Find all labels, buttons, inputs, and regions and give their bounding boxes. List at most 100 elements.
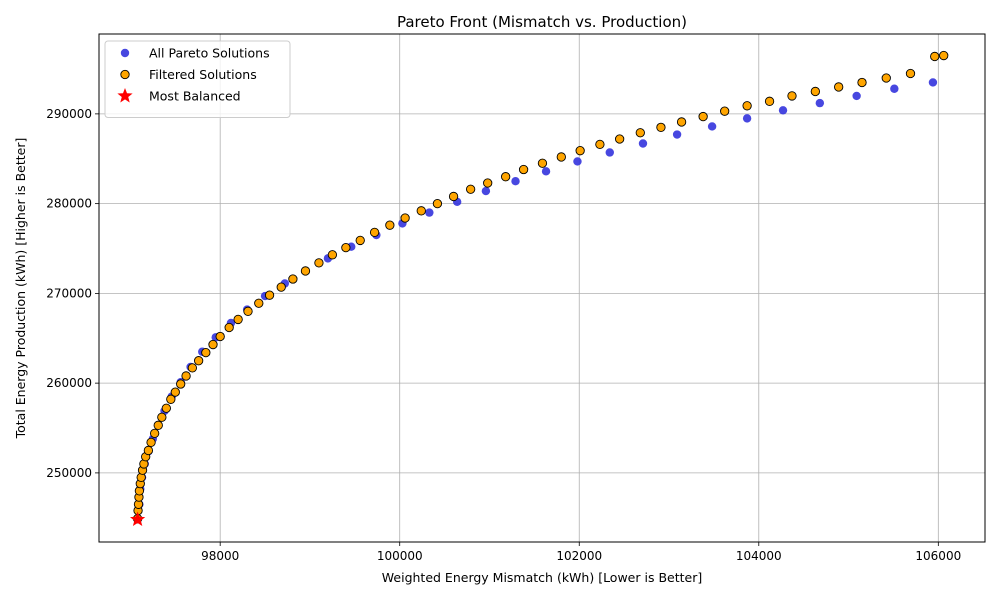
legend-marker xyxy=(117,88,133,103)
series-2 xyxy=(129,511,146,527)
scatter-point xyxy=(276,282,286,292)
scatter-point xyxy=(857,77,867,88)
x-axis-title: Weighted Energy Mismatch (kWh) [Lower is… xyxy=(382,570,702,585)
scatter-point xyxy=(905,68,916,79)
scatter-point xyxy=(928,78,938,87)
scatter-point xyxy=(224,322,234,333)
scatter-point xyxy=(656,122,666,132)
x-tick-label: 100000 xyxy=(377,549,423,563)
scatter-point xyxy=(369,227,380,238)
scatter-point xyxy=(355,235,365,246)
scatter-point xyxy=(432,198,443,209)
scatter-point xyxy=(595,139,605,150)
scatter-point xyxy=(400,213,410,223)
scatter-point xyxy=(518,164,529,175)
scatter-point xyxy=(930,51,940,62)
legend-marker xyxy=(120,69,130,80)
scatter-point xyxy=(635,128,645,138)
legend: All Pareto Solutions Filtered Solutions Mo… xyxy=(104,40,291,118)
scatter-point xyxy=(810,86,820,97)
scatter-point xyxy=(707,122,717,131)
scatter-point xyxy=(764,96,775,106)
scatter-point xyxy=(208,339,218,350)
scatter-point xyxy=(193,356,204,366)
scatter-point xyxy=(243,306,253,316)
y-tick-label: 260000 xyxy=(46,376,92,390)
balanced-point-marker xyxy=(129,511,146,527)
scatter-point xyxy=(556,152,566,162)
scatter-point xyxy=(201,347,211,358)
x-tick-label: 102000 xyxy=(556,549,602,563)
scatter-point xyxy=(834,82,844,92)
scatter-point xyxy=(939,50,949,61)
axis-ticks: 98000 100000 102000 104000 106000 250000 26000… xyxy=(46,107,961,563)
y-tick-label: 280000 xyxy=(46,197,92,211)
y-tick-label: 250000 xyxy=(46,466,92,480)
scatter-point xyxy=(742,114,752,123)
scatter-point xyxy=(314,258,324,268)
scatter-point xyxy=(187,363,198,373)
scatter-point xyxy=(511,176,520,186)
scatter-point xyxy=(465,184,476,194)
scatter-point xyxy=(146,437,156,448)
grid xyxy=(99,34,985,542)
scatter-point xyxy=(181,371,191,381)
scatter-point xyxy=(143,445,154,456)
data-points xyxy=(129,50,949,527)
scatter-point xyxy=(385,220,395,230)
scatter-point xyxy=(573,157,582,166)
scatter-point xyxy=(541,167,551,176)
scatter-point xyxy=(537,158,548,168)
scatter-point xyxy=(288,274,298,284)
scatter-point xyxy=(215,331,225,342)
legend-label: All Pareto Solutions xyxy=(149,46,270,61)
scatter-point xyxy=(605,148,614,157)
scatter-point xyxy=(720,106,730,116)
scatter-point xyxy=(698,111,708,122)
scatter-point xyxy=(150,428,160,439)
legend-label: Most Balanced xyxy=(149,89,241,104)
scatter-point xyxy=(153,420,163,430)
scatter-point xyxy=(890,84,899,93)
series-1 xyxy=(132,50,949,524)
y-axis-title: Total Energy Production (kWh) [Higher is… xyxy=(13,138,28,440)
scatter-point xyxy=(448,191,459,202)
legend-label: Filtered Solutions xyxy=(149,67,257,82)
scatter-point xyxy=(481,186,491,196)
scatter-point xyxy=(166,394,176,404)
scatter-point xyxy=(672,130,682,139)
scatter-point xyxy=(815,98,825,108)
scatter-point xyxy=(157,412,167,422)
scatter-point xyxy=(614,134,625,144)
x-tick-label: 104000 xyxy=(736,549,782,563)
y-tick-label: 290000 xyxy=(46,107,92,121)
x-tick-label: 106000 xyxy=(915,549,961,563)
legend-marker xyxy=(120,48,130,58)
scatter-point xyxy=(327,250,338,260)
scatter-point xyxy=(416,206,426,216)
legend-box xyxy=(104,40,291,118)
scatter-point xyxy=(852,91,861,101)
x-tick-label: 98000 xyxy=(201,549,239,563)
scatter-point xyxy=(254,298,264,308)
scatter-point xyxy=(742,101,752,111)
scatter-point xyxy=(638,139,648,148)
y-tick-label: 270000 xyxy=(46,286,92,300)
scatter-point xyxy=(161,403,171,413)
scatter-point xyxy=(787,91,797,101)
scatter-point xyxy=(425,208,434,217)
scatter-point xyxy=(483,178,493,188)
plot-area-frame xyxy=(98,33,986,543)
scatter-point xyxy=(264,290,275,300)
scatter-point xyxy=(778,106,788,115)
scatter-point xyxy=(233,314,243,325)
scatter-point xyxy=(170,387,180,397)
scatter-point xyxy=(575,146,585,156)
scatter-point xyxy=(176,379,186,389)
scatter-point xyxy=(676,117,687,127)
scatter-point xyxy=(300,266,311,276)
chart-title: Pareto Front (Mismatch vs. Production) xyxy=(397,13,687,31)
scatter-point xyxy=(341,242,351,253)
